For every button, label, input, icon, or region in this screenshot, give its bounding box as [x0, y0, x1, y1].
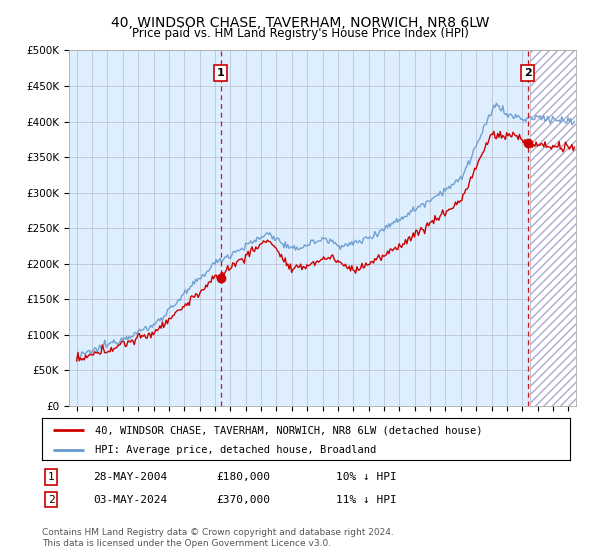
- Text: 28-MAY-2004: 28-MAY-2004: [93, 472, 167, 482]
- Text: £370,000: £370,000: [216, 494, 270, 505]
- Text: 1: 1: [47, 472, 55, 482]
- Text: Contains HM Land Registry data © Crown copyright and database right 2024.
This d: Contains HM Land Registry data © Crown c…: [42, 528, 394, 548]
- Bar: [530, 50, 576, 406]
- Text: 40, WINDSOR CHASE, TAVERHAM, NORWICH, NR8 6LW (detached house): 40, WINDSOR CHASE, TAVERHAM, NORWICH, NR…: [95, 425, 482, 435]
- Text: 40, WINDSOR CHASE, TAVERHAM, NORWICH, NR8 6LW: 40, WINDSOR CHASE, TAVERHAM, NORWICH, NR…: [111, 16, 489, 30]
- Text: £180,000: £180,000: [216, 472, 270, 482]
- Text: 03-MAY-2024: 03-MAY-2024: [93, 494, 167, 505]
- Bar: [530, 50, 576, 406]
- Text: HPI: Average price, detached house, Broadland: HPI: Average price, detached house, Broa…: [95, 445, 376, 455]
- Text: 2: 2: [47, 494, 55, 505]
- Text: 2: 2: [524, 68, 532, 78]
- Text: 10% ↓ HPI: 10% ↓ HPI: [336, 472, 397, 482]
- Text: Price paid vs. HM Land Registry's House Price Index (HPI): Price paid vs. HM Land Registry's House …: [131, 27, 469, 40]
- Text: 1: 1: [217, 68, 224, 78]
- Text: 11% ↓ HPI: 11% ↓ HPI: [336, 494, 397, 505]
